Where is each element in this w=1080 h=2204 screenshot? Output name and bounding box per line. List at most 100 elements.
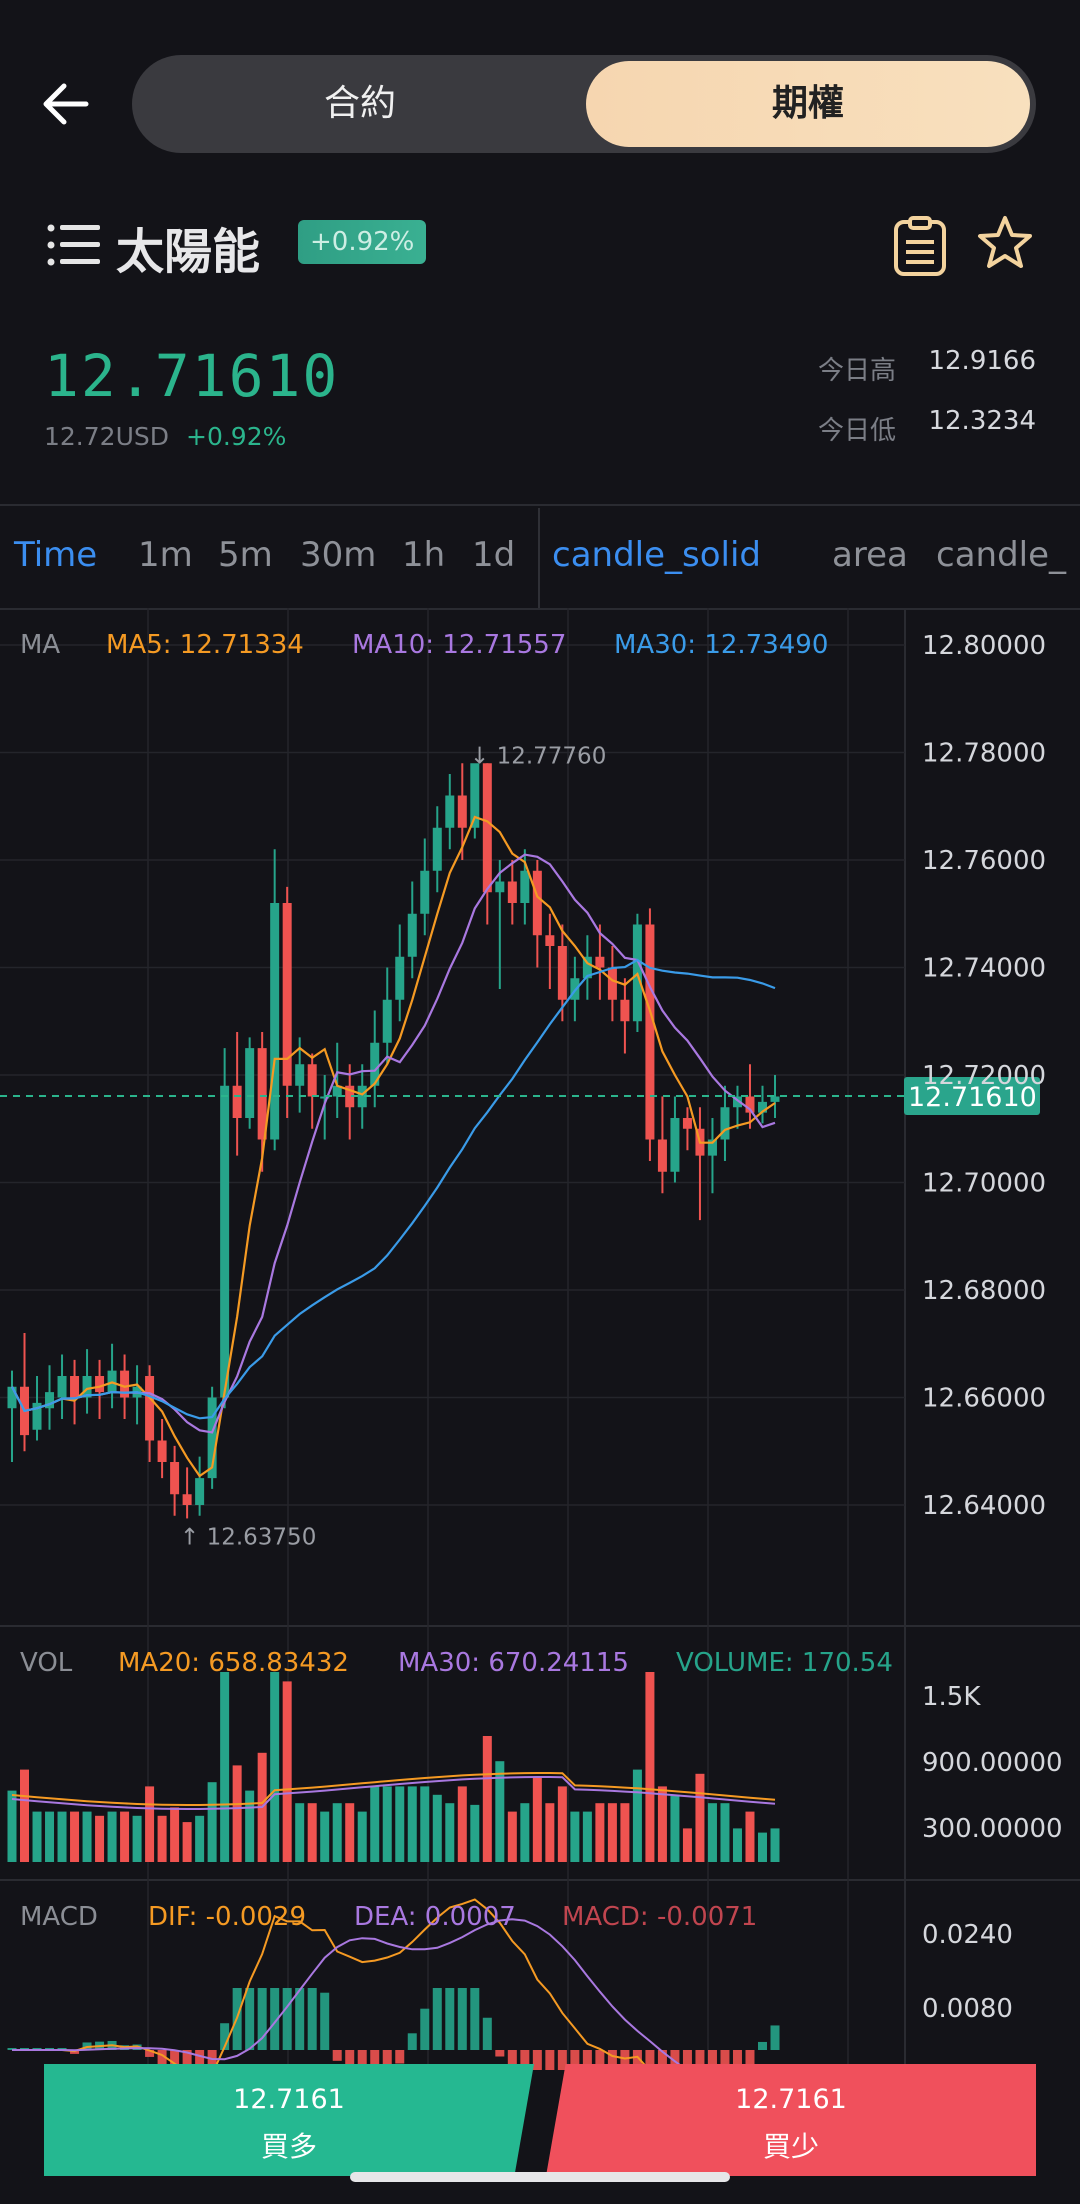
volume-bar bbox=[532, 1778, 542, 1862]
current-price-tag bbox=[904, 1076, 1040, 1115]
macd-bar bbox=[145, 2050, 155, 2057]
interval-1h[interactable]: 1h bbox=[402, 535, 446, 575]
macd-bar bbox=[457, 1988, 467, 2050]
volume-bar bbox=[370, 1786, 380, 1862]
tab-options[interactable]: 期權 bbox=[586, 61, 1030, 147]
list-menu-icon[interactable] bbox=[46, 222, 102, 268]
macd-bar bbox=[270, 1988, 280, 2050]
candle-body bbox=[232, 1085, 242, 1118]
candle-body bbox=[557, 946, 567, 1000]
volume-bar bbox=[7, 1790, 17, 1862]
macd-bar bbox=[320, 1992, 330, 2050]
price-tick-label: 12.70000 bbox=[922, 1169, 1046, 1199]
volume-bar bbox=[20, 1769, 30, 1862]
candle-body bbox=[157, 1440, 167, 1462]
macd-bar bbox=[357, 2050, 367, 2070]
volume-bars bbox=[7, 1672, 780, 1862]
macd-bar bbox=[157, 2050, 167, 2065]
macd-bar bbox=[182, 2050, 192, 2070]
volume-bar bbox=[357, 1811, 367, 1862]
legend-ma5: MA5: 12.71334 bbox=[106, 630, 304, 660]
buy-long-button[interactable]: 12.7161 買多 bbox=[44, 2064, 534, 2176]
legend-ma-label: MA bbox=[20, 630, 61, 660]
dea-line bbox=[12, 1918, 689, 2070]
candle-body bbox=[482, 763, 492, 893]
style-candle-solid[interactable]: candle_solid bbox=[552, 535, 762, 575]
candle-body bbox=[7, 1386, 17, 1409]
macd-bar bbox=[420, 2008, 430, 2050]
candle-body bbox=[457, 795, 467, 828]
legend-vol-label: VOL bbox=[20, 1648, 73, 1678]
volume-bar bbox=[232, 1765, 242, 1862]
macd-bar bbox=[482, 2017, 492, 2050]
back-arrow-icon[interactable] bbox=[40, 78, 100, 130]
macd-bar bbox=[532, 2050, 542, 2070]
price-axis: 12.80000 12.78000 12.76000 12.74000 12.72000… bbox=[922, 631, 1063, 2024]
usd-change: +0.92% bbox=[186, 422, 287, 451]
volume-bar bbox=[657, 1786, 667, 1862]
volume-bar bbox=[632, 1769, 642, 1862]
candle-body bbox=[95, 1376, 105, 1393]
candlestick-chart[interactable]: 12.71610 12.80000 12.78000 12.76000 12.7400… bbox=[0, 608, 1080, 2070]
macd-bar bbox=[245, 1988, 255, 2050]
candle-body bbox=[382, 999, 392, 1043]
home-indicator bbox=[350, 2172, 730, 2182]
interval-1m[interactable]: 1m bbox=[138, 535, 193, 575]
favorite-star-icon[interactable] bbox=[976, 214, 1034, 272]
buy-price: 12.7161 bbox=[233, 2084, 345, 2115]
volume-bar bbox=[520, 1803, 530, 1862]
candle-body bbox=[645, 924, 655, 1140]
style-candle[interactable]: candle_ bbox=[936, 535, 1067, 575]
interval-1d[interactable]: 1d bbox=[472, 535, 516, 575]
candle-body bbox=[432, 827, 442, 871]
price-tick-label: 12.78000 bbox=[922, 739, 1046, 769]
macd-bar bbox=[382, 2050, 392, 2070]
macd-bar bbox=[557, 2050, 567, 2070]
volume-bar bbox=[345, 1803, 355, 1862]
vol-ma20-line bbox=[11, 1772, 776, 1806]
price-tick-label: 12.74000 bbox=[922, 954, 1046, 984]
volume-bar bbox=[120, 1811, 130, 1862]
macd-bar bbox=[682, 2050, 692, 2070]
volume-bar bbox=[182, 1822, 192, 1862]
asset-title: 太陽能 bbox=[116, 224, 261, 280]
macd-bar bbox=[407, 2033, 417, 2050]
volume-bar bbox=[507, 1811, 517, 1862]
candle-body bbox=[407, 913, 417, 957]
candle-body bbox=[82, 1376, 92, 1398]
candle-body bbox=[145, 1376, 155, 1441]
macd-bar bbox=[445, 1988, 455, 2050]
volume-bar bbox=[407, 1786, 417, 1862]
candle-body bbox=[57, 1376, 67, 1398]
macd-bar bbox=[707, 2050, 717, 2070]
volume-bar bbox=[470, 1804, 480, 1862]
interval-time[interactable]: Time bbox=[14, 535, 98, 575]
candle-body bbox=[520, 870, 530, 903]
tab-contract[interactable]: 合約 bbox=[323, 83, 396, 124]
style-area[interactable]: area bbox=[832, 535, 908, 575]
macd-bar bbox=[732, 2050, 742, 2070]
macd-histogram bbox=[7, 1898, 780, 2070]
candle-body bbox=[320, 1096, 330, 1099]
candle-body bbox=[370, 1042, 380, 1086]
macd-bar bbox=[620, 2050, 630, 2070]
candles bbox=[7, 763, 780, 1519]
volume-bar bbox=[545, 1803, 555, 1862]
sell-short-button[interactable]: 12.7161 買少 bbox=[546, 2064, 1036, 2176]
candle-body bbox=[595, 956, 605, 968]
interval-5m[interactable]: 5m bbox=[218, 535, 273, 575]
macd-bar bbox=[520, 2050, 530, 2070]
candle-body bbox=[770, 1096, 780, 1102]
candle-body bbox=[670, 1118, 680, 1172]
candle-body bbox=[732, 1096, 742, 1108]
volume-bar bbox=[445, 1803, 455, 1862]
candle-body bbox=[582, 956, 592, 979]
volume-bar bbox=[170, 1807, 180, 1862]
volume-bar bbox=[82, 1811, 92, 1862]
buy-label: 買多 bbox=[260, 2130, 317, 2163]
macd-bar bbox=[595, 2050, 605, 2070]
volume-bar bbox=[295, 1803, 305, 1862]
interval-30m[interactable]: 30m bbox=[300, 535, 377, 575]
volume-bar bbox=[495, 1761, 505, 1862]
document-icon[interactable] bbox=[892, 216, 948, 278]
